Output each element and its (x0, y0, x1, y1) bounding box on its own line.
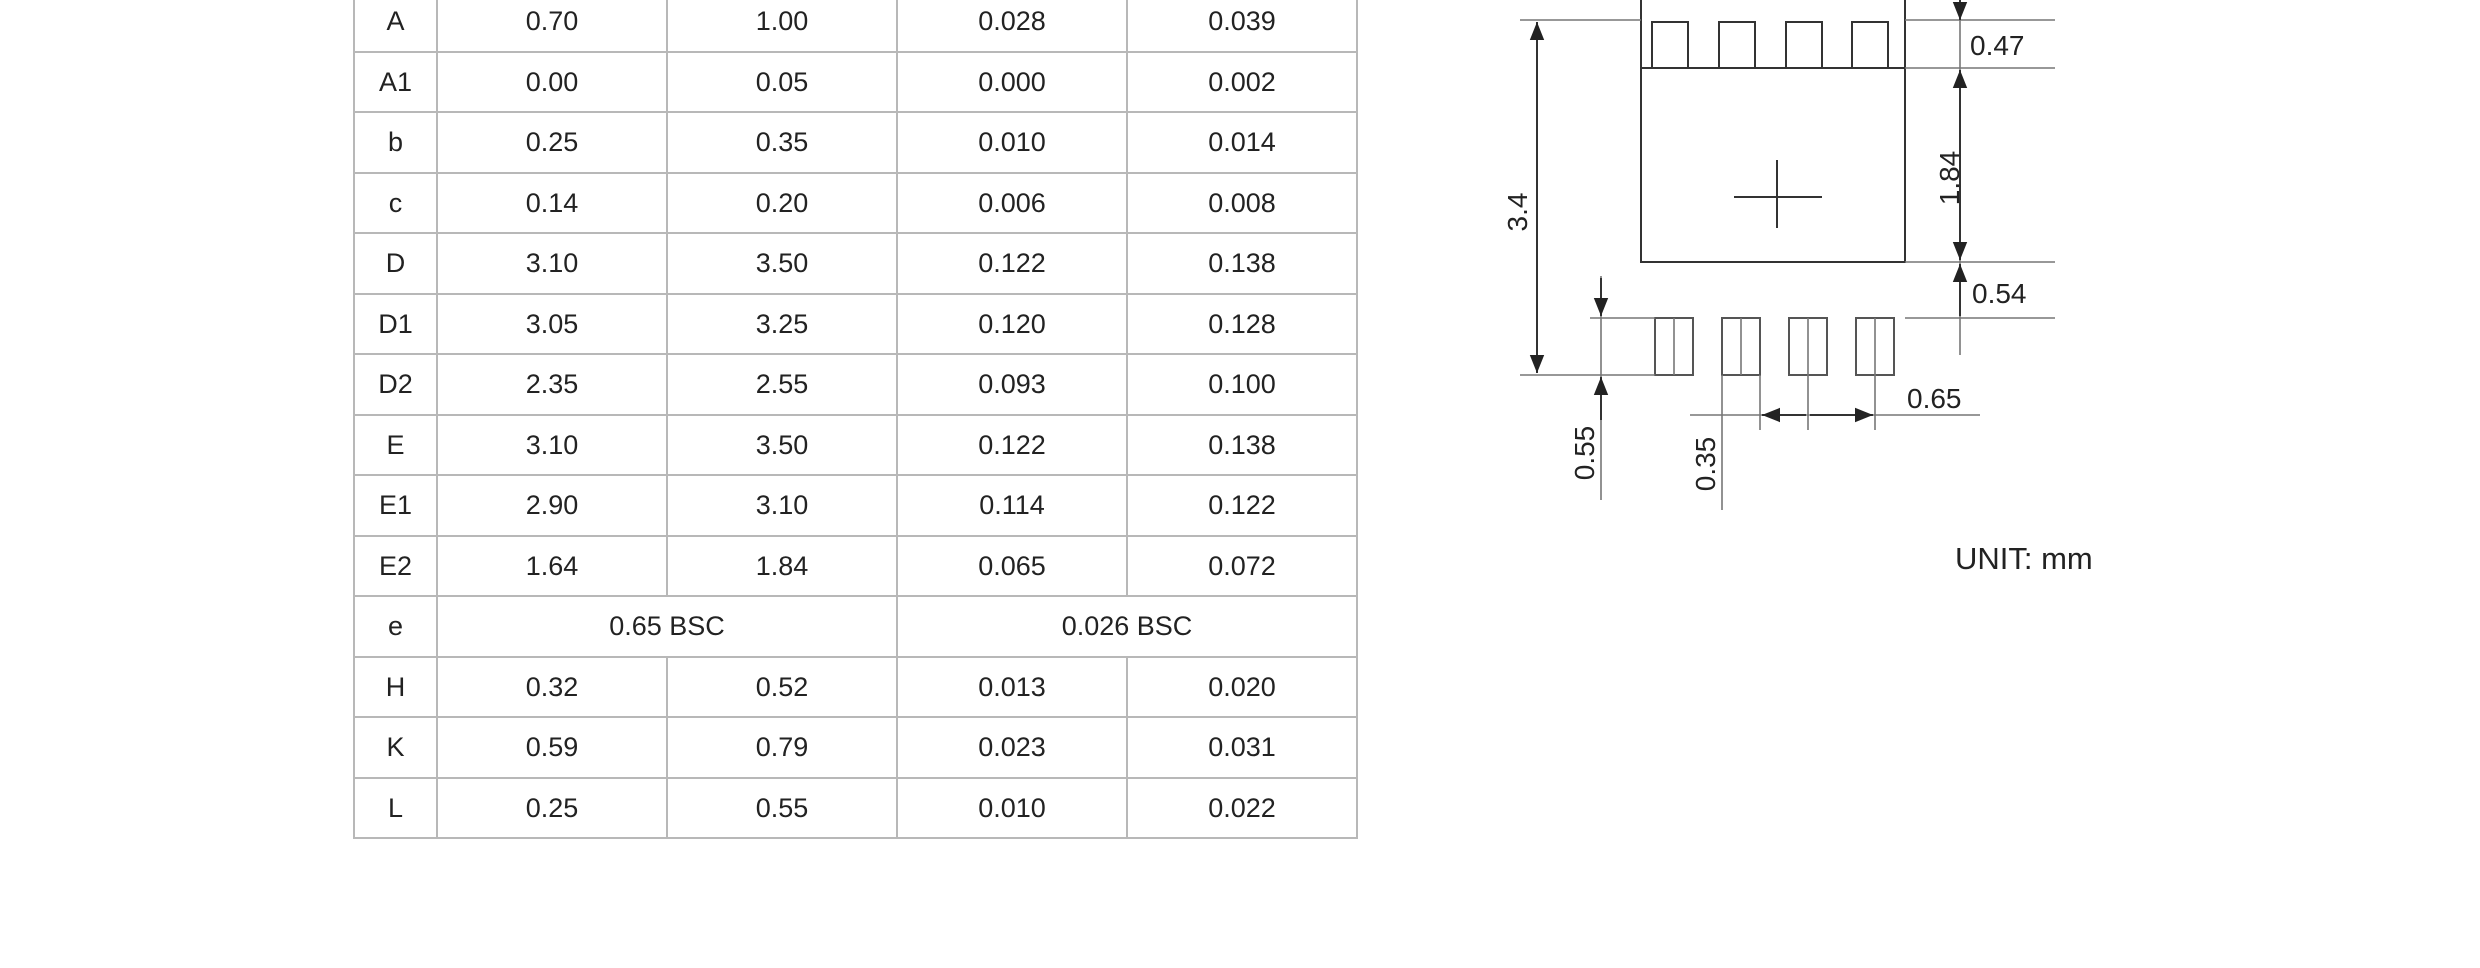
inch-min-cell: 0.023 (896, 716, 1128, 779)
unit-label: UNIT: mm (1955, 541, 2093, 576)
mm-min-cell: 0.25 (436, 111, 668, 174)
inch-min-cell: 0.114 (896, 474, 1128, 537)
table-row: E2 1.64 1.84 0.065 0.072 (353, 534, 1358, 597)
mm-min-cell: 0.59 (436, 716, 668, 779)
inch-max-cell: 0.100 (1126, 353, 1358, 416)
inch-bsc-cell: 0.026 BSC (896, 595, 1358, 658)
table-row: L 0.25 0.55 0.010 0.022 (353, 776, 1358, 839)
mm-max-cell: 2.55 (666, 353, 898, 416)
table-row: H 0.32 0.52 0.013 0.020 (353, 655, 1358, 718)
mm-max-cell: 0.52 (666, 655, 898, 718)
mm-max-cell: 3.50 (666, 232, 898, 295)
symbol-cell: A1 (353, 50, 438, 113)
symbol-cell: c (353, 171, 438, 234)
inch-min-cell: 0.028 (896, 0, 1128, 53)
table-row: b 0.25 0.35 0.010 0.014 (353, 111, 1358, 174)
table-row: D1 3.05 3.25 0.120 0.128 (353, 292, 1358, 355)
mm-min-cell: 3.05 (436, 292, 668, 355)
inch-min-cell: 0.120 (896, 292, 1128, 355)
mm-max-cell: 3.25 (666, 292, 898, 355)
inch-min-cell: 0.010 (896, 776, 1128, 839)
mm-min-cell: 0.25 (436, 776, 668, 839)
table-row: A 0.70 1.00 0.028 0.039 (353, 0, 1358, 53)
label-pad-height: 1.84 (1934, 151, 1965, 206)
symbol-cell: K (353, 716, 438, 779)
table-row: D2 2.35 2.55 0.093 0.100 (353, 353, 1358, 416)
mm-max-cell: 0.35 (666, 111, 898, 174)
table-row: c 0.14 0.20 0.006 0.008 (353, 171, 1358, 234)
mm-max-cell: 0.20 (666, 171, 898, 234)
mm-bsc-cell: 0.65 BSC (436, 595, 898, 658)
mm-max-cell: 3.50 (666, 413, 898, 476)
label-top-pad: 0.47 (1970, 30, 2025, 61)
top-pads-outline (1640, 0, 1906, 69)
label-total-height: 3.4 (1502, 193, 1533, 232)
inch-max-cell: 0.122 (1126, 474, 1358, 537)
label-pitch: 0.65 (1907, 383, 1962, 414)
table-row: E1 2.90 3.10 0.114 0.122 (353, 474, 1358, 537)
symbol-cell: A (353, 0, 438, 53)
dimension-table: A 0.70 1.00 0.028 0.039 A1 0.00 0.05 0.0… (353, 0, 1358, 839)
mm-max-cell: 1.84 (666, 534, 898, 597)
inch-max-cell: 0.039 (1126, 0, 1358, 53)
symbol-cell: e (353, 595, 438, 658)
table-row: E 3.10 3.50 0.122 0.138 (353, 413, 1358, 476)
inch-min-cell: 0.122 (896, 413, 1128, 476)
symbol-cell: E2 (353, 534, 438, 597)
symbol-cell: E1 (353, 474, 438, 537)
symbol-cell: D (353, 232, 438, 295)
table-row: K 0.59 0.79 0.023 0.031 (353, 716, 1358, 779)
inch-min-cell: 0.010 (896, 111, 1128, 174)
symbol-cell: E (353, 413, 438, 476)
symbol-cell: L (353, 776, 438, 839)
mm-min-cell: 0.14 (436, 171, 668, 234)
inch-min-cell: 0.065 (896, 534, 1128, 597)
inch-max-cell: 0.031 (1126, 716, 1358, 779)
label-lead-length: 0.55 (1569, 426, 1600, 481)
left-extension-lines (1520, 19, 1655, 376)
mm-max-cell: 1.00 (666, 0, 898, 53)
table-row: D 3.10 3.50 0.122 0.138 (353, 232, 1358, 295)
dimension-table-body: A 0.70 1.00 0.028 0.039 A1 0.00 0.05 0.0… (353, 0, 1358, 839)
mm-max-cell: 0.05 (666, 50, 898, 113)
inch-min-cell: 0.000 (896, 50, 1128, 113)
inch-max-cell: 0.014 (1126, 111, 1358, 174)
mm-min-cell: 0.32 (436, 655, 668, 718)
mm-min-cell: 0.70 (436, 0, 668, 53)
inch-max-cell: 0.008 (1126, 171, 1358, 234)
label-lead-width: 0.35 (1690, 437, 1721, 492)
symbol-cell: b (353, 111, 438, 174)
mm-min-cell: 2.90 (436, 474, 668, 537)
mm-min-cell: 3.10 (436, 232, 668, 295)
mm-max-cell: 0.55 (666, 776, 898, 839)
table-row: e 0.65 BSC 0.026 BSC (353, 595, 1358, 658)
inch-max-cell: 0.138 (1126, 232, 1358, 295)
inch-max-cell: 0.020 (1126, 655, 1358, 718)
center-pad (1640, 67, 1906, 263)
inch-min-cell: 0.093 (896, 353, 1128, 416)
mm-min-cell: 3.10 (436, 413, 668, 476)
inch-max-cell: 0.072 (1126, 534, 1358, 597)
symbol-cell: D2 (353, 353, 438, 416)
symbol-cell: D1 (353, 292, 438, 355)
label-gap: 0.54 (1972, 278, 2027, 309)
inch-min-cell: 0.122 (896, 232, 1128, 295)
inch-max-cell: 0.138 (1126, 413, 1358, 476)
inch-max-cell: 0.022 (1126, 776, 1358, 839)
table-row: A1 0.00 0.05 0.000 0.002 (353, 50, 1358, 113)
mm-max-cell: 3.10 (666, 474, 898, 537)
symbol-cell: H (353, 655, 438, 718)
inch-min-cell: 0.006 (896, 171, 1128, 234)
mm-min-cell: 1.64 (436, 534, 668, 597)
mm-min-cell: 0.00 (436, 50, 668, 113)
inch-max-cell: 0.002 (1126, 50, 1358, 113)
mm-min-cell: 2.35 (436, 353, 668, 416)
inch-min-cell: 0.013 (896, 655, 1128, 718)
inch-max-cell: 0.128 (1126, 292, 1358, 355)
bottom-pads (1654, 317, 1895, 376)
mm-max-cell: 0.79 (666, 716, 898, 779)
